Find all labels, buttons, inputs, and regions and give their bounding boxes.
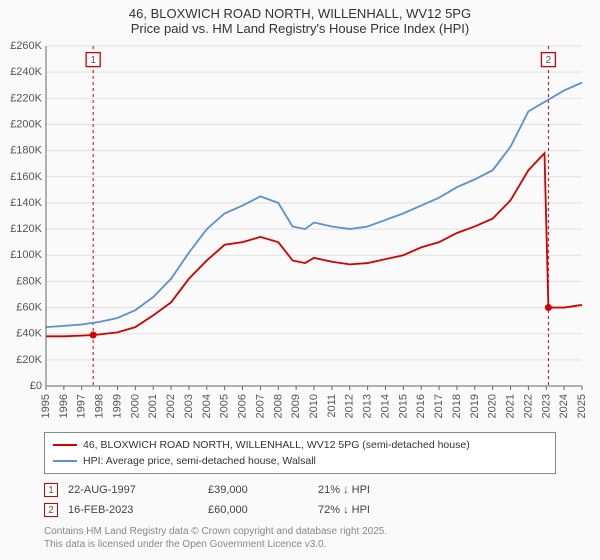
svg-text:2013: 2013 bbox=[362, 394, 374, 418]
legend-label: 46, BLOXWICH ROAD NORTH, WILLENHALL, WV1… bbox=[83, 439, 470, 451]
svg-text:£140K: £140K bbox=[10, 197, 42, 209]
svg-text:1996: 1996 bbox=[58, 394, 70, 418]
svg-text:2001: 2001 bbox=[147, 394, 159, 418]
line-chart: £0 £20K £40K £60K £80K £100K £120K £140K £160K £1… bbox=[2, 38, 592, 428]
legend-swatch bbox=[53, 444, 77, 447]
svg-text:£40K: £40K bbox=[16, 328, 42, 340]
svg-text:2009: 2009 bbox=[290, 394, 302, 418]
chart-title: 46, BLOXWICH ROAD NORTH, WILLENHALL, WV1… bbox=[0, 0, 600, 38]
svg-text:2019: 2019 bbox=[469, 394, 481, 418]
svg-text:2025: 2025 bbox=[576, 394, 588, 418]
transaction-price: £60,000 bbox=[208, 504, 308, 516]
svg-text:2022: 2022 bbox=[522, 394, 534, 418]
svg-text:2015: 2015 bbox=[397, 394, 409, 418]
footer-line-1: Contains HM Land Registry data © Crown c… bbox=[44, 526, 556, 539]
legend: 46, BLOXWICH ROAD NORTH, WILLENHALL, WV1… bbox=[44, 432, 556, 474]
svg-text:2: 2 bbox=[546, 55, 552, 66]
svg-text:£0: £0 bbox=[30, 380, 42, 392]
svg-text:2024: 2024 bbox=[558, 394, 570, 418]
svg-text:£160K: £160K bbox=[10, 171, 42, 183]
transaction-marker: 1 bbox=[44, 483, 58, 497]
chart-container: £0 £20K £40K £60K £80K £100K £120K £140K £160K £1… bbox=[2, 38, 592, 428]
svg-text:2002: 2002 bbox=[165, 394, 177, 418]
svg-text:2006: 2006 bbox=[237, 394, 249, 418]
footer-attribution: Contains HM Land Registry data © Crown c… bbox=[44, 526, 556, 551]
transaction-price: £39,000 bbox=[208, 484, 308, 496]
transaction-row: 1 22-AUG-1997 £39,000 21% ↓ HPI bbox=[44, 480, 556, 500]
transaction-vs-hpi: 21% ↓ HPI bbox=[318, 484, 418, 496]
svg-text:£80K: £80K bbox=[16, 275, 42, 287]
svg-text:2017: 2017 bbox=[433, 394, 445, 418]
svg-text:£240K: £240K bbox=[10, 66, 42, 78]
svg-text:2021: 2021 bbox=[505, 394, 517, 418]
svg-text:2011: 2011 bbox=[326, 394, 338, 418]
transaction-date: 22-AUG-1997 bbox=[68, 484, 198, 496]
svg-text:£200K: £200K bbox=[10, 118, 42, 130]
svg-text:2012: 2012 bbox=[344, 394, 356, 418]
svg-text:1998: 1998 bbox=[94, 394, 106, 418]
svg-text:2020: 2020 bbox=[487, 394, 499, 418]
svg-text:2005: 2005 bbox=[219, 394, 231, 418]
svg-text:2014: 2014 bbox=[379, 394, 391, 418]
transaction-marker: 2 bbox=[44, 503, 58, 517]
transaction-row: 2 16-FEB-2023 £60,000 72% ↓ HPI bbox=[44, 500, 556, 520]
svg-text:1995: 1995 bbox=[40, 394, 52, 418]
svg-text:£100K: £100K bbox=[10, 249, 42, 261]
svg-text:1999: 1999 bbox=[111, 394, 123, 418]
legend-label: HPI: Average price, semi-detached house,… bbox=[83, 455, 316, 467]
svg-text:£220K: £220K bbox=[10, 92, 42, 104]
svg-text:2018: 2018 bbox=[451, 394, 463, 418]
svg-text:£60K: £60K bbox=[16, 302, 42, 314]
svg-text:2023: 2023 bbox=[540, 394, 552, 418]
svg-text:£180K: £180K bbox=[10, 145, 42, 157]
svg-text:2004: 2004 bbox=[201, 394, 213, 418]
svg-text:£120K: £120K bbox=[10, 223, 42, 235]
svg-text:1: 1 bbox=[90, 55, 96, 66]
svg-text:2003: 2003 bbox=[183, 394, 195, 418]
title-line-1: 46, BLOXWICH ROAD NORTH, WILLENHALL, WV1… bbox=[0, 6, 600, 21]
legend-swatch bbox=[53, 460, 77, 463]
transaction-date: 16-FEB-2023 bbox=[68, 504, 198, 516]
transaction-table: 1 22-AUG-1997 £39,000 21% ↓ HPI 2 16-FEB-2023… bbox=[44, 480, 556, 520]
transaction-vs-hpi: 72% ↓ HPI bbox=[318, 504, 418, 516]
svg-text:£260K: £260K bbox=[10, 40, 42, 52]
footer-line-2: This data is licensed under the Open Gov… bbox=[44, 539, 556, 552]
svg-text:1997: 1997 bbox=[76, 394, 88, 418]
svg-text:2016: 2016 bbox=[415, 394, 427, 418]
svg-text:2000: 2000 bbox=[129, 394, 141, 418]
svg-text:2007: 2007 bbox=[254, 394, 266, 418]
legend-item: HPI: Average price, semi-detached house,… bbox=[53, 453, 547, 469]
title-line-2: Price paid vs. HM Land Registry's House … bbox=[0, 21, 600, 36]
svg-text:£20K: £20K bbox=[16, 354, 42, 366]
legend-item: 46, BLOXWICH ROAD NORTH, WILLENHALL, WV1… bbox=[53, 437, 547, 453]
svg-text:2010: 2010 bbox=[308, 394, 320, 418]
svg-text:2008: 2008 bbox=[272, 394, 284, 418]
